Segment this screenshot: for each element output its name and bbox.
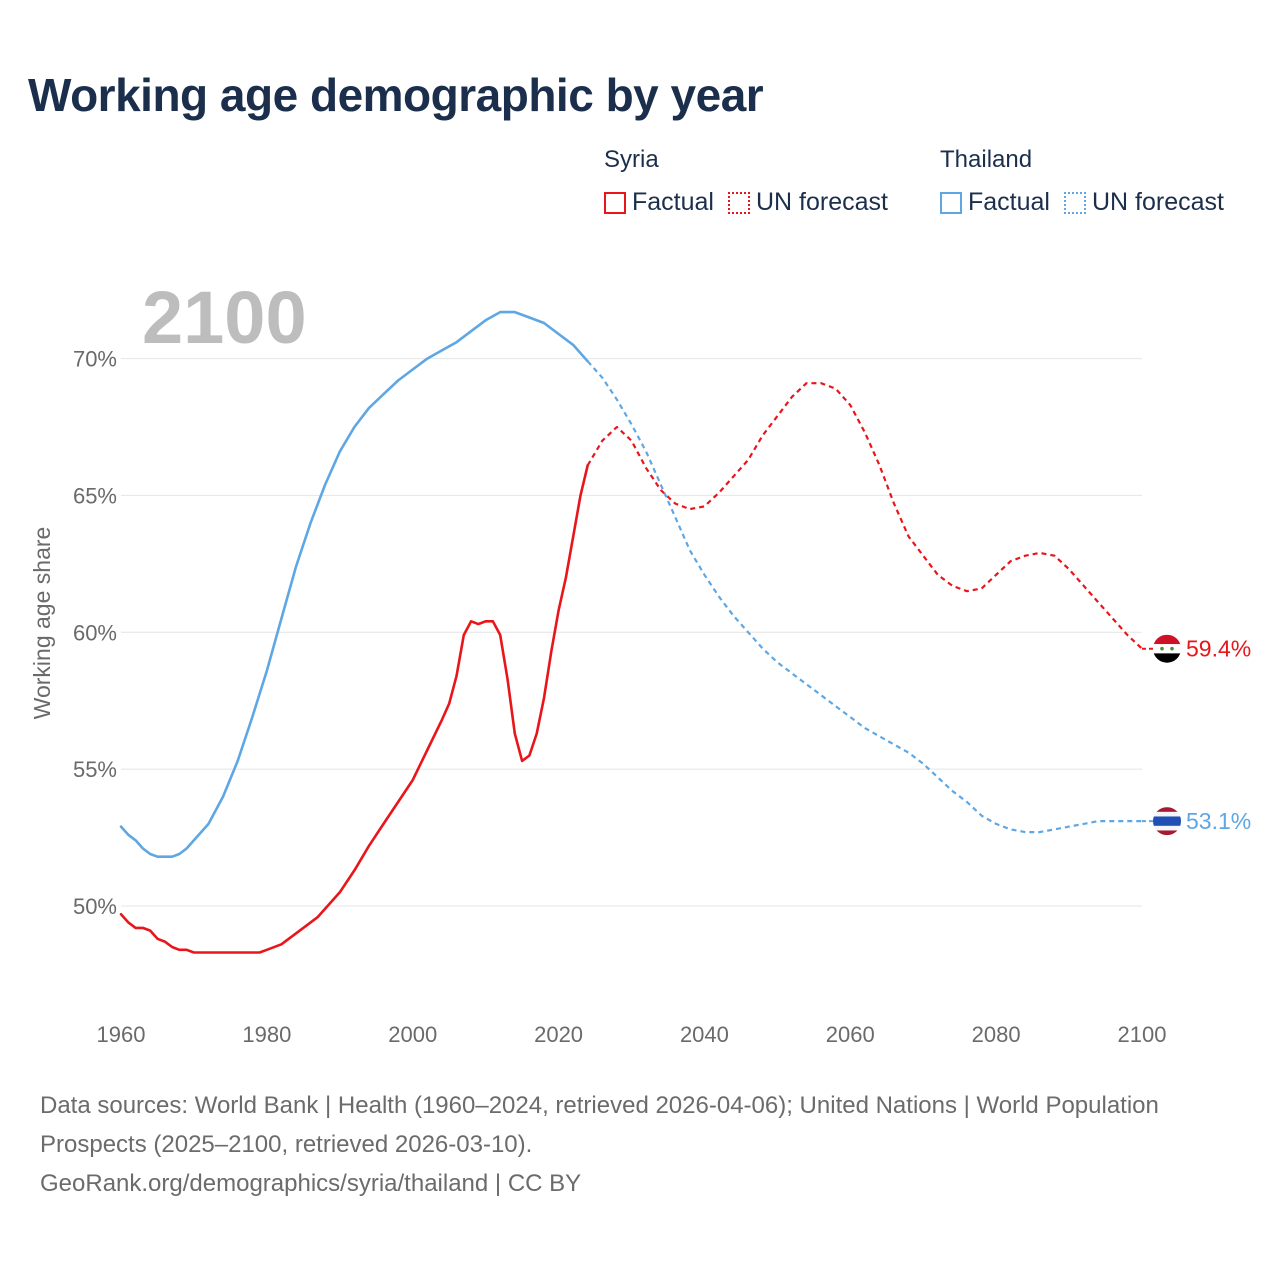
legend-swatch-dotted-blue — [1063, 191, 1086, 214]
legend-country-syria: Syria — [604, 146, 659, 173]
flag-star — [1170, 646, 1174, 651]
x-tick-label: 1980 — [242, 1022, 291, 1047]
legend-syria-forecast-label: UN forecast — [755, 188, 888, 216]
legend-thailand-factual[interactable]: Factual — [940, 188, 1050, 217]
y-tick-label: 50% — [73, 894, 117, 919]
legend-swatch-solid-blue — [940, 191, 962, 214]
flag-band — [1153, 825, 1181, 831]
legend-swatch-dotted-red — [727, 191, 750, 214]
legend-thailand-factual-label: Factual — [968, 188, 1050, 216]
x-tick-label: 2100 — [1118, 1022, 1167, 1047]
thailand-flag-icon — [1153, 807, 1181, 836]
series-line-syria-forecast — [586, 382, 1143, 650]
legend-country-thailand: Thailand — [940, 146, 1033, 173]
legend-syria-factual-label: Factual — [632, 188, 714, 216]
series-line-thailand-forecast — [586, 360, 1142, 834]
flag-band — [1153, 807, 1181, 813]
x-tick-label: 2000 — [388, 1022, 437, 1047]
syria-flag-icon — [1153, 634, 1181, 663]
flag-band — [1153, 816, 1181, 827]
x-tick-label: 2080 — [972, 1022, 1021, 1047]
flag-band — [1153, 811, 1181, 817]
legend-swatch-solid-red — [604, 191, 626, 214]
y-tick-label: 60% — [73, 620, 117, 645]
x-tick-label: 2020 — [534, 1022, 583, 1047]
flag-band — [1153, 634, 1181, 645]
x-tick-label: 2040 — [680, 1022, 729, 1047]
y-tick-label: 65% — [73, 483, 117, 508]
y-tick-label: 70% — [73, 347, 117, 372]
year-watermark: 2100 — [142, 276, 307, 359]
legend-thailand-forecast-label: UN forecast — [1091, 188, 1224, 216]
y-tick-label: 55% — [73, 757, 117, 782]
legend-thailand-forecast[interactable]: UN forecast — [1063, 188, 1224, 217]
flag-band — [1153, 830, 1181, 836]
legend-syria-factual[interactable]: Factual — [604, 188, 714, 217]
sources-block: Data sources: World Bank | Health (1960–… — [40, 1086, 1160, 1203]
line-chart: 2100 50% 55% 60% 65% 70% 1960 1980 2000 2020 2040 2… — [29, 276, 1251, 1047]
chart-title: Working age demographic by year — [28, 69, 764, 121]
flag-star — [1160, 646, 1164, 651]
legend-syria-forecast[interactable]: UN forecast — [727, 188, 888, 217]
flag-band — [1153, 653, 1181, 663]
series-line-syria-factual — [119, 464, 589, 954]
flag-band — [1153, 644, 1181, 654]
x-tick-label: 1960 — [97, 1022, 146, 1047]
y-axis-label: Working age share — [29, 527, 55, 720]
legend-thailand: Thailand Factual UN forecast — [940, 146, 1238, 217]
source-url[interactable]: GeoRank.org/demographics/syria/thailand … — [40, 1170, 582, 1197]
legend-syria: Syria Factual UN forecast — [604, 146, 902, 217]
x-tick-label: 2060 — [826, 1022, 875, 1047]
end-value-label-syria: 59.4% — [1186, 636, 1251, 662]
data-sources-text: Data sources: World Bank | Health (1960–… — [40, 1092, 1159, 1158]
series-line-thailand-factual — [119, 310, 589, 858]
end-value-label-thailand: 53.1% — [1186, 808, 1251, 834]
